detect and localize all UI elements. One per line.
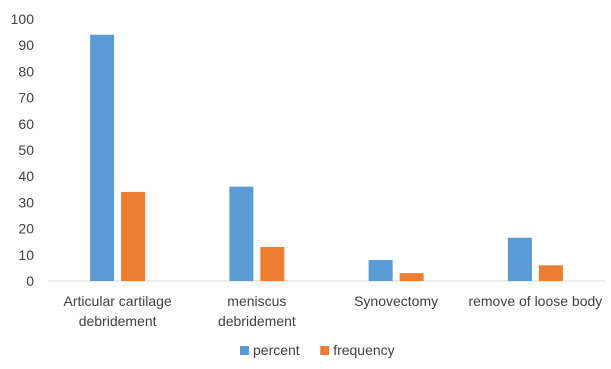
legend-label-frequency: frequency bbox=[333, 342, 394, 358]
y-tick-label: 40 bbox=[18, 168, 34, 184]
y-tick-label: 70 bbox=[18, 90, 34, 106]
y-tick-label: 30 bbox=[18, 194, 34, 210]
y-tick-label: 10 bbox=[18, 247, 34, 263]
legend-swatch-frequency bbox=[320, 346, 330, 355]
bar-frequency-3 bbox=[538, 265, 563, 281]
x-category-label: remove of loose body bbox=[468, 293, 602, 309]
bar-percent-0 bbox=[90, 34, 115, 281]
y-axis: 0 10 20 30 40 50 60 70 80 90 100 bbox=[11, 11, 35, 289]
x-category-label: Articular cartilage debridement bbox=[64, 293, 172, 329]
x-category-label: meniscus debridement bbox=[218, 293, 296, 329]
legend-swatch-percent bbox=[240, 346, 249, 355]
bar-frequency-0 bbox=[121, 191, 146, 281]
bars bbox=[90, 34, 563, 281]
y-tick-label: 60 bbox=[18, 116, 34, 132]
x-category-label: Synovectomy bbox=[354, 293, 438, 309]
legend: percent frequency bbox=[240, 342, 395, 358]
x-axis-labels: Articular cartilage debridement meniscus de… bbox=[64, 293, 603, 329]
bar-percent-1 bbox=[229, 186, 254, 281]
legend-label-percent: percent bbox=[253, 342, 300, 358]
y-tick-label: 80 bbox=[18, 63, 34, 79]
y-tick-label: 20 bbox=[18, 221, 34, 237]
y-tick-label: 90 bbox=[18, 37, 34, 53]
y-tick-label: 50 bbox=[18, 142, 34, 158]
bar-percent-3 bbox=[507, 237, 532, 281]
bar-percent-2 bbox=[368, 260, 393, 281]
bar-frequency-2 bbox=[399, 273, 424, 281]
bar-frequency-1 bbox=[260, 246, 285, 281]
y-tick-label: 100 bbox=[11, 11, 35, 27]
y-tick-label: 0 bbox=[26, 273, 34, 289]
